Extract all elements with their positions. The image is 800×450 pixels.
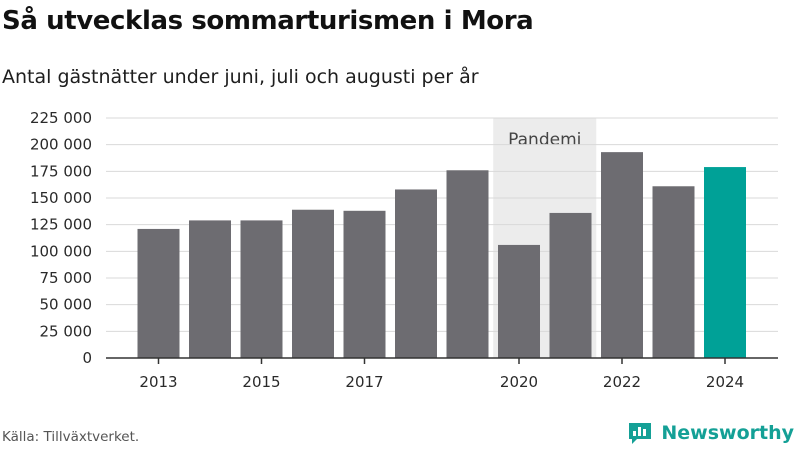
y-tick-label: 225 000 <box>30 109 92 127</box>
x-tick-label: 2022 <box>603 373 641 391</box>
bar-2023 <box>652 186 695 358</box>
bar-2013 <box>137 228 180 358</box>
source-note: Källa: Tillväxtverket. <box>2 429 140 445</box>
brand-name: Newsworthy <box>661 422 794 444</box>
y-tick-label: 125 000 <box>30 216 92 234</box>
bar-2017 <box>343 210 386 358</box>
y-tick-label: 175 000 <box>30 162 92 180</box>
y-tick-label: 150 000 <box>30 189 92 207</box>
y-tick-label: 200 000 <box>30 136 92 154</box>
y-tick-label: 100 000 <box>30 242 92 260</box>
bar-2024 <box>704 167 746 358</box>
x-tick-label: 2020 <box>500 373 538 391</box>
x-tick-label: 2024 <box>706 373 744 391</box>
x-tick-label: 2017 <box>345 373 383 391</box>
bar-2022 <box>601 152 643 358</box>
bar-2019 <box>446 170 489 358</box>
bar-2016 <box>292 209 334 358</box>
bar-2015 <box>240 220 283 358</box>
bar-2014 <box>189 220 231 358</box>
bar-2018 <box>395 189 437 358</box>
pandemic-band-label: Pandemi <box>508 130 581 150</box>
chart-title: Så utvecklas sommarturismen i Mora <box>2 6 534 36</box>
y-tick-label: 50 000 <box>40 296 93 314</box>
newsworthy-logo-icon <box>629 423 652 444</box>
bar-2020 <box>498 244 540 358</box>
x-tick-label: 2013 <box>139 373 177 391</box>
brand-logo[interactable]: Newsworthy <box>627 419 794 447</box>
y-tick-label: 25 000 <box>40 322 93 340</box>
y-tick-label: 0 <box>82 349 92 367</box>
x-tick-label: 2015 <box>242 373 280 391</box>
y-tick-label: 75 000 <box>40 269 93 287</box>
bar-2021 <box>549 212 592 358</box>
chart-subtitle: Antal gästnätter under juni, juli och au… <box>2 66 479 88</box>
